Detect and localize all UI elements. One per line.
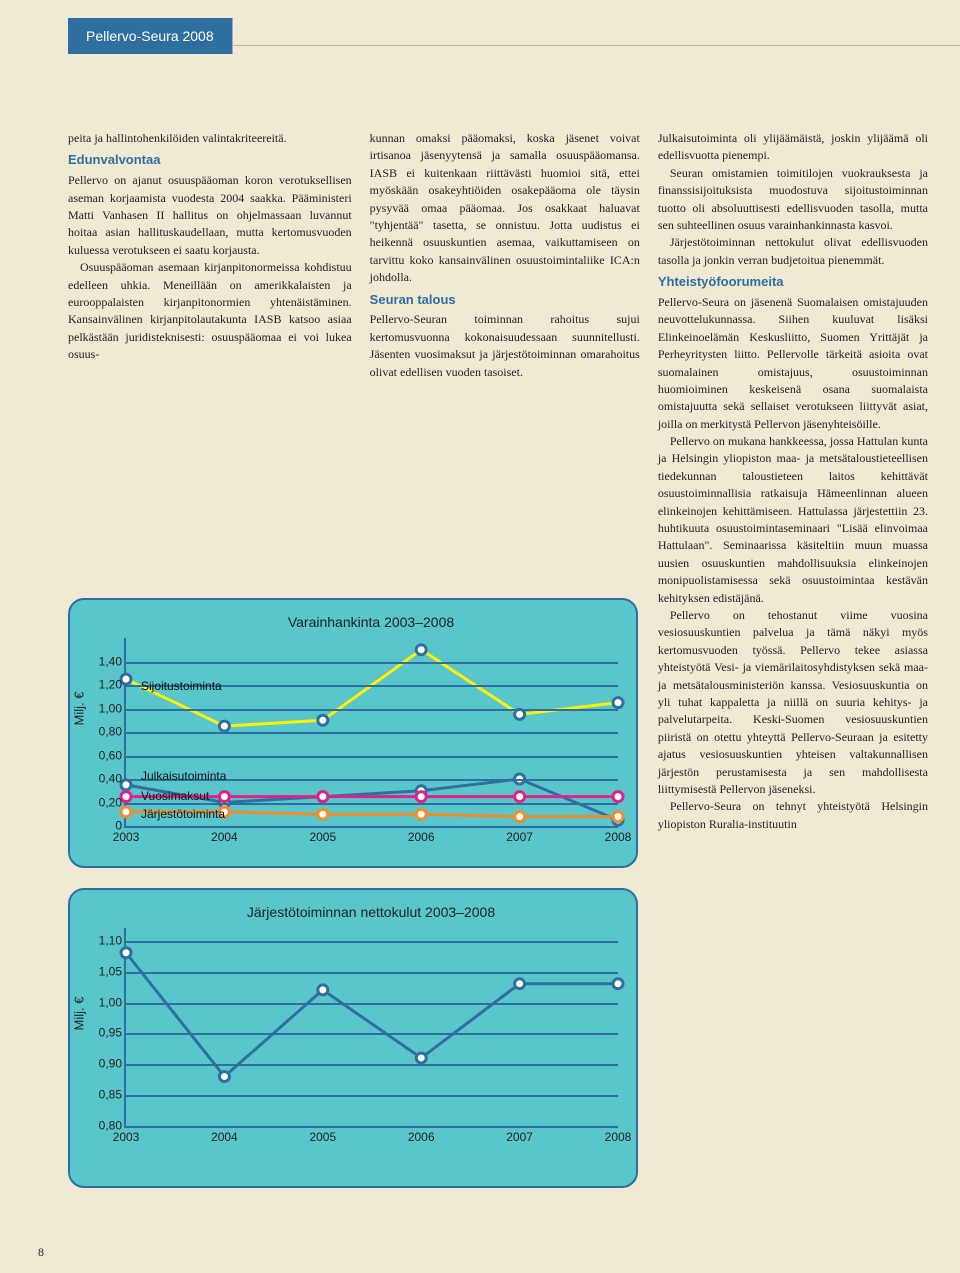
xtick-label: 2003 (113, 829, 140, 846)
ytick-label: 0,85 (82, 1087, 122, 1104)
ytick-label: 1,00 (82, 700, 122, 717)
gridline (126, 1126, 618, 1128)
xtick-label: 2008 (605, 1129, 632, 1146)
series-marker (613, 698, 623, 708)
col2-p1: kunnan omaksi pääomaksi, koska jäsenet v… (370, 130, 640, 287)
ytick-label: 1,20 (82, 677, 122, 694)
series-marker (416, 810, 426, 820)
series-marker (121, 792, 131, 802)
ytick-label: 1,10 (82, 932, 122, 949)
xtick-label: 2004 (211, 1129, 238, 1146)
col1-intro: peita ja hallintohenkilöiden valintakrit… (68, 130, 352, 147)
series-label: Sijoitustoiminta (141, 678, 222, 695)
chart1-title: Varainhankinta 2003–2008 (124, 612, 618, 632)
gridline (126, 1003, 618, 1005)
xtick-label: 2008 (605, 829, 632, 846)
gridline (126, 972, 618, 974)
chart2-plot: 0,800,850,900,951,001,051,10200320042005… (124, 928, 618, 1128)
gridline (126, 826, 618, 828)
series-marker (515, 812, 525, 822)
col1-h1: Edunvalvontaa (68, 151, 352, 170)
ytick-label: 0,20 (82, 794, 122, 811)
xtick-label: 2006 (408, 829, 435, 846)
gridline (126, 662, 618, 664)
xtick-label: 2006 (408, 1129, 435, 1146)
chart1-plot: 00,200,400,600,801,001,201,4020032004200… (124, 638, 618, 828)
series-marker (416, 1053, 426, 1063)
chart-nettokulut: Milj. € Järjestötoiminnan nettokulut 200… (68, 888, 638, 1188)
series-label: Julkaisutoiminta (141, 768, 226, 785)
gridline (126, 732, 618, 734)
col1-p2: Osuuspääoman asemaan kirjanpitonormeissa… (68, 259, 352, 363)
col3-p3: Järjestötoiminnan nettokulut olivat edel… (658, 234, 928, 269)
series-marker (318, 792, 328, 802)
gridline (126, 1033, 618, 1035)
series-marker (613, 812, 623, 822)
series-marker (416, 645, 426, 655)
col3-p2: Seuran omistamien toimitilojen vuokrauks… (658, 165, 928, 235)
series-marker (318, 716, 328, 726)
ytick-label: 0,80 (82, 724, 122, 741)
series-marker (121, 780, 131, 790)
series-marker (121, 674, 131, 684)
column-3: Julkaisutoiminta oli ylijäämäistä, joski… (658, 130, 928, 1253)
col2-p2: Pellervo-Seuran toiminnan rahoitus sujui… (370, 311, 640, 381)
header-rule (230, 45, 960, 47)
col3-h1: Yhteistyöfoorumeita (658, 273, 928, 292)
page-number: 8 (38, 1244, 44, 1261)
gridline (126, 709, 618, 711)
xtick-label: 2005 (309, 829, 336, 846)
series-label: Järjestötoiminta (141, 806, 225, 823)
series-marker (219, 792, 229, 802)
col3-p5: Pellervo on mukana hankkeessa, jossa Hat… (658, 433, 928, 607)
xtick-label: 2007 (506, 1129, 533, 1146)
xtick-label: 2005 (309, 1129, 336, 1146)
series-marker (318, 985, 328, 995)
series-marker (121, 807, 131, 817)
ytick-label: 0,40 (82, 771, 122, 788)
series-marker (515, 792, 525, 802)
ytick-label: 0,95 (82, 1025, 122, 1042)
ytick-label: 0,60 (82, 747, 122, 764)
xtick-label: 2003 (113, 1129, 140, 1146)
col3-p4: Pellervo-Seura on jäsenenä Suomalaisen o… (658, 294, 928, 433)
ytick-label: 1,00 (82, 994, 122, 1011)
col2-h1: Seuran talous (370, 291, 640, 310)
xtick-label: 2004 (211, 829, 238, 846)
gridline (126, 1095, 618, 1097)
series-marker (219, 721, 229, 731)
chart2-title: Järjestötoiminnan nettokulut 2003–2008 (124, 902, 618, 922)
series-marker (318, 810, 328, 820)
col3-p6: Pellervo on tehostanut viime vuosina ves… (658, 607, 928, 798)
gridline (126, 1064, 618, 1066)
series-marker (416, 792, 426, 802)
series-label: Vuosimaksut (141, 788, 209, 805)
gridline (126, 941, 618, 943)
series-marker (613, 979, 623, 989)
series-marker (515, 979, 525, 989)
ytick-label: 0,90 (82, 1056, 122, 1073)
chart-varainhankinta: Milj. € Varainhankinta 2003–2008 00,200,… (68, 598, 638, 868)
series-marker (121, 948, 131, 958)
col3-p7: Pellervo-Seura on tehnyt yhteistyötä Hel… (658, 798, 928, 833)
charts-container: Milj. € Varainhankinta 2003–2008 00,200,… (68, 598, 638, 1188)
xtick-label: 2007 (506, 829, 533, 846)
col3-p1: Julkaisutoiminta oli ylijäämäistä, joski… (658, 130, 928, 165)
gridline (126, 756, 618, 758)
series-marker (613, 792, 623, 802)
header-tab: Pellervo-Seura 2008 (68, 18, 233, 54)
series-marker (515, 710, 525, 720)
col1-p1: Pellervo on ajanut osuuspääoman koron ve… (68, 172, 352, 259)
ytick-label: 1,40 (82, 653, 122, 670)
ytick-label: 1,05 (82, 963, 122, 980)
series-marker (219, 1072, 229, 1082)
